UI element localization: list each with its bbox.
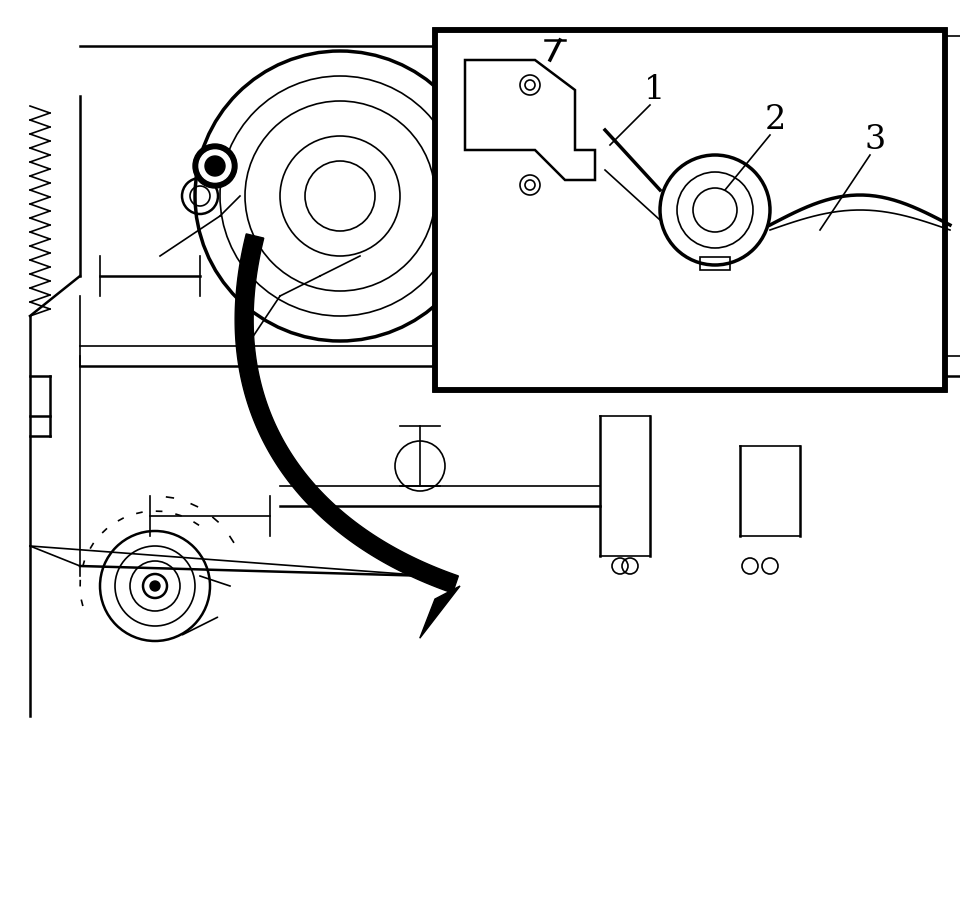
Text: 2: 2 [764, 104, 785, 136]
Circle shape [193, 144, 237, 188]
Bar [435, 30, 945, 390]
Polygon shape [420, 586, 460, 638]
Text: 3: 3 [864, 124, 886, 156]
Polygon shape [235, 234, 458, 593]
Text: 1: 1 [644, 74, 665, 106]
Circle shape [150, 581, 160, 591]
Circle shape [199, 150, 231, 182]
Bar [435, 30, 945, 390]
Circle shape [205, 156, 225, 176]
Bar [435, 30, 945, 390]
